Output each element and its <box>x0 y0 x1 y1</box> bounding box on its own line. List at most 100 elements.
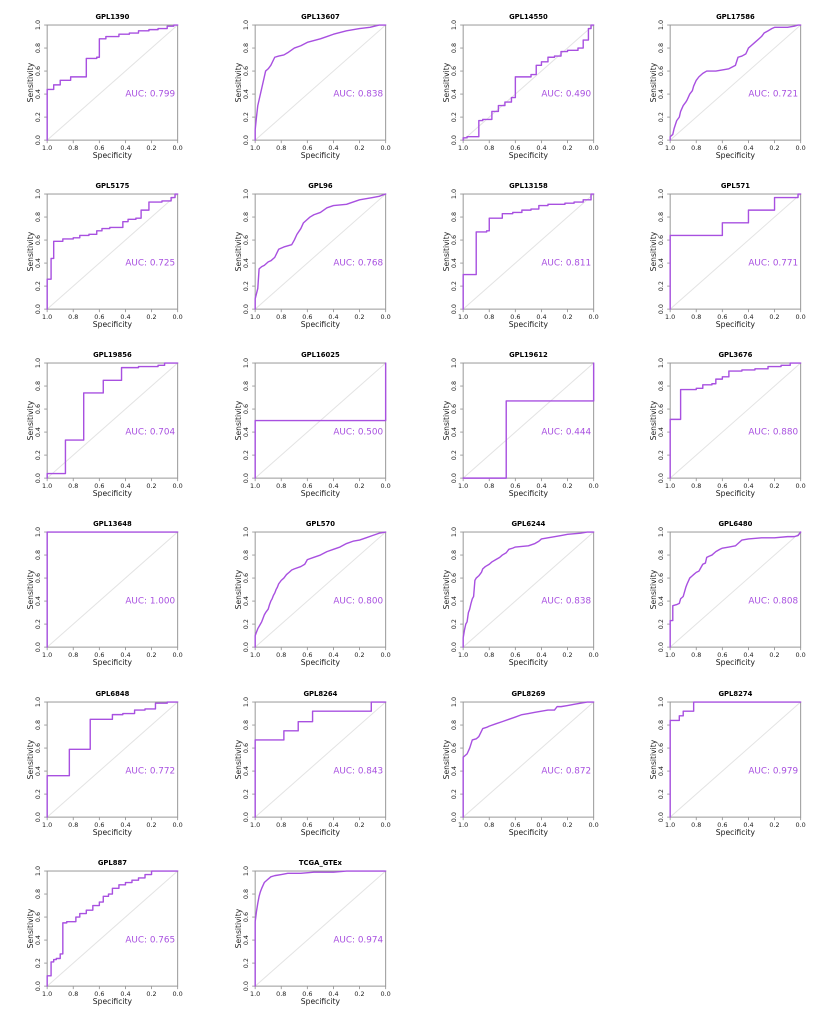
y-tick-label: 0.6 <box>34 573 42 583</box>
y-axis-label: Sensitivity <box>442 231 451 271</box>
x-tick-label: 0.4 <box>120 144 130 152</box>
x-tick-label: 0.0 <box>380 652 390 660</box>
y-tick-label: 0.8 <box>450 720 458 730</box>
y-tick-label: 0.6 <box>242 912 250 922</box>
roc-plot-GPL19612: GPL19612 1.0 0.8 0.6 0.4 0.2 0.0 0.0 0.2 0.4 0.6 0.… <box>416 338 624 507</box>
x-tick-label: 0.0 <box>588 144 598 152</box>
x-tick-label: 0.6 <box>510 482 520 490</box>
x-tick-label: 0.0 <box>588 313 598 321</box>
roc-plot-GPL571: GPL571 1.0 0.8 0.6 0.4 0.2 0.0 0.0 0.2 0.4 0.6 0.8 1… <box>623 169 831 338</box>
y-tick-label: 0.8 <box>657 43 665 53</box>
x-tick-label: 0.4 <box>744 144 754 152</box>
diagonal-reference-line <box>462 193 594 310</box>
y-tick-label: 0.4 <box>242 427 250 437</box>
y-tick-label: 1.0 <box>450 358 458 368</box>
auc-label: AUC: 0.444 <box>541 428 591 438</box>
y-tick-label: 0.4 <box>34 935 42 945</box>
roc-plot-GPL5175: GPL5175 1.0 0.8 0.6 0.4 0.2 0.0 0.0 0.2 0.4 0.6 0.8… <box>0 169 208 338</box>
x-tick-label: 0.8 <box>484 652 494 660</box>
y-axis-label: Sensitivity <box>26 62 35 102</box>
y-tick-label: 1.0 <box>242 189 250 199</box>
diagonal-reference-line <box>462 532 594 648</box>
auc-label: AUC: 0.979 <box>749 766 799 776</box>
diagonal-reference-line <box>670 701 802 818</box>
x-tick-label: 0.2 <box>562 144 572 152</box>
x-tick-label: 0.6 <box>94 652 104 660</box>
roc-plot-GPL3676: GPL3676 1.0 0.8 0.6 0.4 0.2 0.0 0.0 0.2 0.4 0.6 0.8… <box>623 338 831 507</box>
x-axis-label: Specificity <box>508 320 548 329</box>
x-tick-label: 0.0 <box>796 652 806 660</box>
x-tick-label: 0.6 <box>302 482 312 490</box>
x-tick-label: 0.6 <box>718 652 728 660</box>
y-tick-label: 1.0 <box>450 527 458 537</box>
diagonal-reference-line <box>254 532 386 648</box>
roc-curve <box>46 870 179 987</box>
roc-curve <box>46 531 179 649</box>
y-axis-label: Sensitivity <box>649 62 658 102</box>
x-tick-label: 1.0 <box>250 482 260 490</box>
y-tick-label: 0.6 <box>242 573 250 583</box>
y-axis-label: Sensitivity <box>442 401 451 441</box>
x-axis-label: Specificity <box>301 489 341 498</box>
roc-plot-GPL6480: GPL6480 1.0 0.8 0.6 0.4 0.2 0.0 0.0 0.2 0.4 0.6 0.8… <box>623 507 831 676</box>
x-tick-label: 0.6 <box>94 144 104 152</box>
y-tick-label: 0.6 <box>34 235 42 245</box>
x-tick-label: 0.2 <box>146 482 156 490</box>
y-axis-label: Sensitivity <box>649 739 658 779</box>
x-tick-label: 0.4 <box>328 990 338 998</box>
y-axis-label: Sensitivity <box>26 401 35 441</box>
x-tick-label: 0.0 <box>173 990 183 998</box>
diagonal-reference-line <box>462 24 594 141</box>
y-tick-label: 0.4 <box>34 89 42 99</box>
x-tick-label: 0.6 <box>718 821 728 829</box>
roc-curve <box>669 531 802 649</box>
plot-box <box>669 531 802 649</box>
y-tick-label: 0.8 <box>34 550 42 560</box>
y-tick-label: 0.6 <box>242 66 250 76</box>
y-tick-label: 0.8 <box>450 381 458 391</box>
y-tick-label: 0.0 <box>242 473 250 483</box>
x-tick-label: 1.0 <box>250 821 260 829</box>
plot-title: GPL13648 <box>93 520 132 528</box>
x-axis-label: Specificity <box>93 659 133 668</box>
plot-title: GPL13607 <box>301 13 340 21</box>
x-tick-label: 0.4 <box>536 821 546 829</box>
y-tick-label: 1.0 <box>657 527 665 537</box>
y-tick-label: 0.8 <box>657 381 665 391</box>
y-tick-label: 1.0 <box>450 697 458 707</box>
auc-label: AUC: 0.838 <box>333 89 383 99</box>
y-tick-label: 0.0 <box>242 135 250 145</box>
x-tick-label: 0.2 <box>146 313 156 321</box>
y-tick-label: 0.6 <box>34 404 42 414</box>
plot-title: GPL887 <box>98 859 127 867</box>
y-axis-label: Sensitivity <box>234 570 243 610</box>
x-axis-label: Specificity <box>716 489 756 498</box>
y-tick-label: 0.4 <box>657 258 665 268</box>
roc-curve <box>461 24 594 141</box>
x-tick-label: 0.2 <box>354 482 364 490</box>
x-tick-label: 0.6 <box>718 482 728 490</box>
y-tick-label: 0.2 <box>34 619 42 629</box>
x-tick-label: 1.0 <box>42 652 52 660</box>
y-tick-label: 0.8 <box>242 212 250 222</box>
plot-title: GPL8264 <box>303 690 337 698</box>
x-tick-label: 0.6 <box>94 313 104 321</box>
x-tick-label: 0.8 <box>484 313 494 321</box>
roc-curve <box>669 193 802 310</box>
x-tick-label: 0.8 <box>276 990 286 998</box>
x-axis-label: Specificity <box>716 320 756 329</box>
roc-curve <box>46 193 179 310</box>
x-tick-label: 0.0 <box>796 144 806 152</box>
x-axis-label: Specificity <box>301 659 341 668</box>
y-tick-label: 0.0 <box>34 643 42 653</box>
y-axis-label: Sensitivity <box>442 570 451 610</box>
auc-label: AUC: 0.880 <box>749 428 799 438</box>
auc-label: AUC: 0.974 <box>333 935 383 945</box>
y-tick-label: 0.6 <box>242 743 250 753</box>
y-tick-label: 0.0 <box>450 473 458 483</box>
x-tick-label: 0.0 <box>173 144 183 152</box>
x-tick-label: 0.0 <box>588 821 598 829</box>
roc-curve <box>669 700 802 818</box>
x-tick-label: 0.2 <box>562 821 572 829</box>
x-tick-label: 0.0 <box>380 482 390 490</box>
